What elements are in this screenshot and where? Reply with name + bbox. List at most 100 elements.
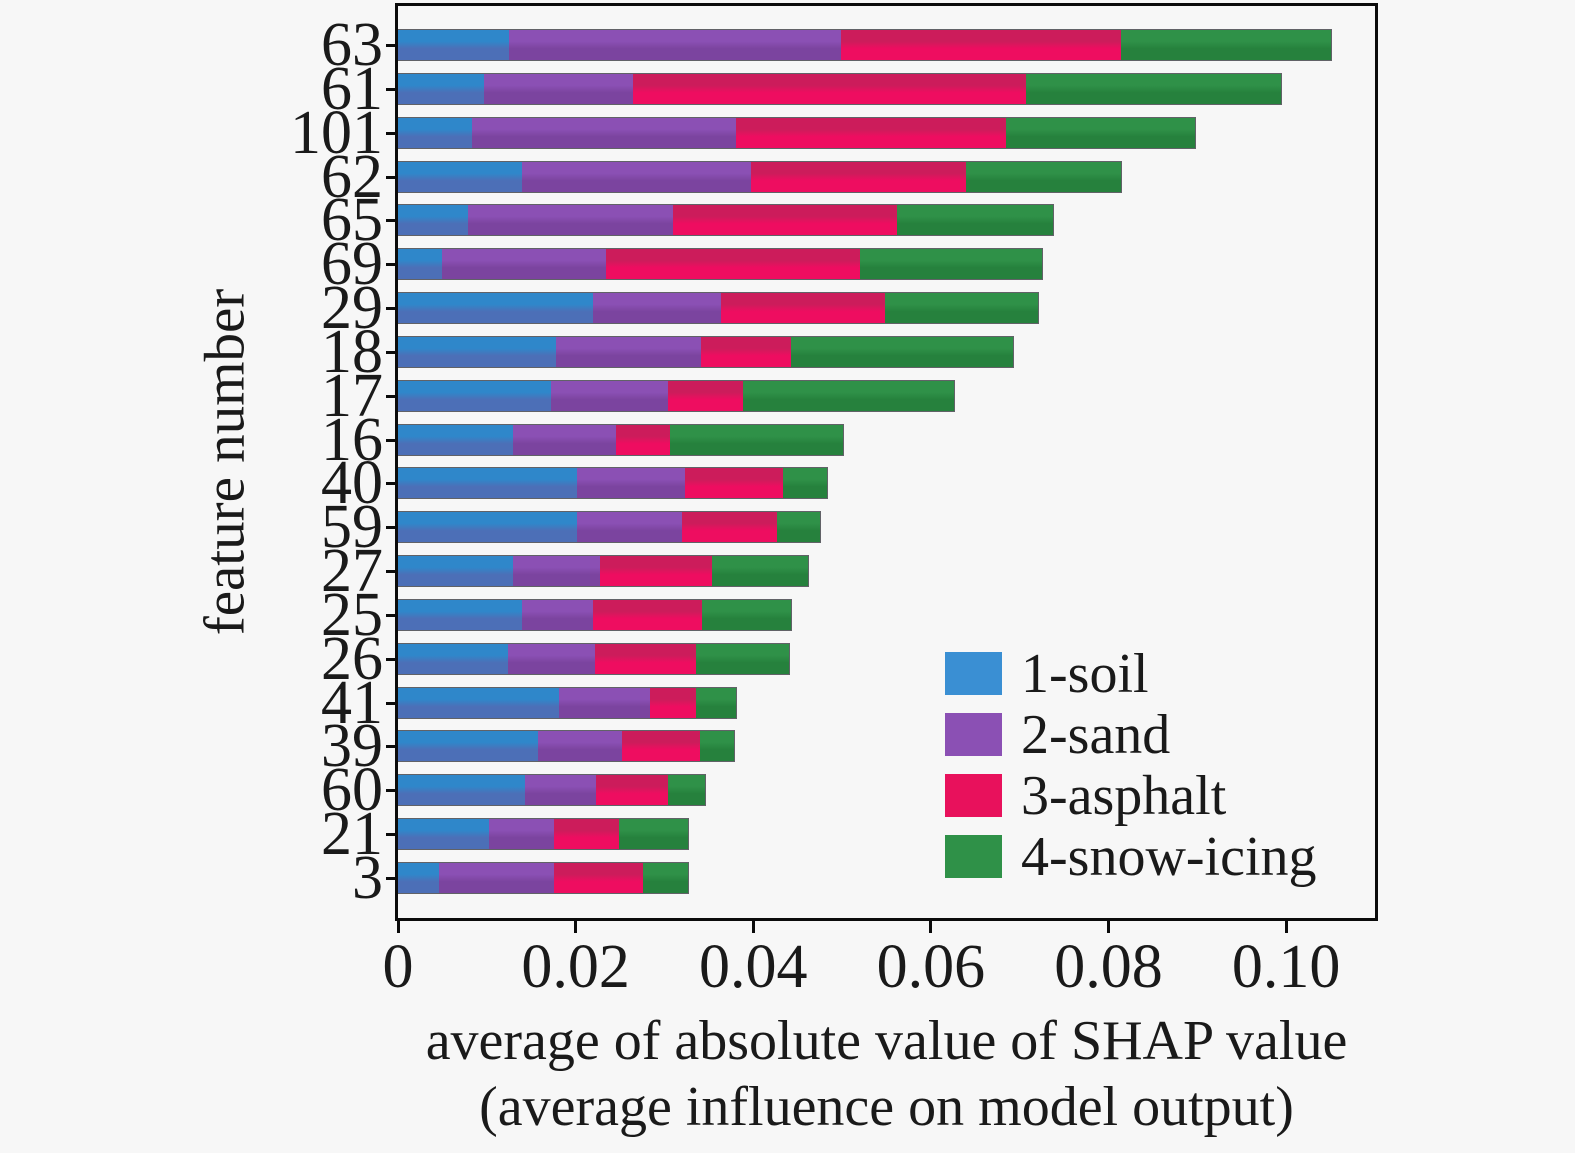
y-tick-mark [386, 307, 395, 311]
bar-segment-4-snow-icing [667, 775, 706, 806]
bar-segment-3-asphalt [605, 249, 860, 280]
bar-segment-2-sand [550, 380, 668, 411]
bar-segment-2-sand [484, 73, 634, 104]
bar-row-17 [398, 379, 955, 412]
bar-segment-2-sand [576, 512, 683, 543]
legend-label: 3-asphalt [1021, 764, 1227, 827]
bar-segment-4-snow-icing [619, 819, 689, 850]
x-tick-mark [396, 919, 400, 933]
y-tick-mark [386, 701, 395, 705]
bar-row-62 [398, 160, 1122, 193]
bar-segment-4-snow-icing [884, 293, 1039, 324]
bar-row-41 [398, 686, 738, 719]
x-tick-label: 0.02 [521, 933, 630, 1001]
bar-segment-4-snow-icing [1006, 117, 1195, 148]
legend-swatch-icon [945, 713, 1002, 756]
y-tick-mark [386, 526, 395, 530]
y-tick-label: 41 [321, 668, 383, 737]
x-tick-mark [574, 919, 578, 933]
y-tick-mark [386, 44, 395, 47]
y-tick-mark [386, 570, 395, 574]
bar-segment-4-snow-icing [701, 599, 791, 630]
y-tick-mark [386, 613, 395, 617]
legend-swatch-icon [945, 835, 1002, 878]
bar-segment-3-asphalt [595, 643, 697, 674]
bar-segment-1-soil [398, 643, 509, 674]
bar-segment-1-soil [398, 775, 525, 806]
x-tick-label: 0.08 [1054, 933, 1163, 1001]
y-tick-label: 17 [321, 361, 383, 430]
bar-segment-4-snow-icing [777, 512, 820, 543]
bar-row-21 [398, 818, 690, 851]
y-tick-label: 3 [352, 843, 383, 912]
bar-segment-1-soil [398, 424, 514, 455]
x-tick-mark [751, 919, 755, 933]
bar-row-39 [398, 730, 735, 763]
plot-area: 1-soil 2-sand 3-asphalt 4-snow-icing [395, 3, 1378, 921]
bar-segment-4-snow-icing [859, 249, 1042, 280]
bar-segment-2-sand [513, 556, 601, 587]
bar-segment-4-snow-icing [643, 862, 689, 893]
bar-segment-3-asphalt [721, 293, 885, 324]
x-tick-label: 0 [382, 933, 414, 1001]
bar-segment-4-snow-icing [897, 205, 1053, 236]
y-tick-label: 18 [321, 317, 383, 386]
x-tick-mark [1107, 919, 1111, 933]
bar-row-3 [398, 861, 690, 894]
bar-segment-1-soil [398, 687, 559, 718]
bar-segment-3-asphalt [592, 599, 702, 630]
bar-segment-2-sand [538, 731, 622, 762]
bar-segment-3-asphalt [684, 468, 784, 499]
bar-row-59 [398, 511, 821, 544]
bar-segment-2-sand [513, 424, 617, 455]
bar-segment-4-snow-icing [742, 380, 954, 411]
y-tick-label: 101 [290, 98, 383, 167]
legend-swatch-icon [945, 774, 1002, 817]
legend-item-4-snow-icing: 4-snow-icing [945, 829, 1317, 885]
bar-segment-4-snow-icing [783, 468, 827, 499]
y-tick-mark [386, 482, 395, 486]
y-tick-mark [386, 219, 395, 223]
x-axis-title-line1: average of absolute value of SHAP value [425, 1010, 1348, 1072]
bar-segment-1-soil [398, 336, 557, 367]
y-tick-mark [386, 438, 395, 442]
bar-segment-2-sand [556, 336, 701, 367]
bar-segment-1-soil [398, 161, 523, 192]
bar-segment-1-soil [398, 293, 593, 324]
bar-segment-4-snow-icing [669, 424, 843, 455]
bar-segment-3-asphalt [554, 819, 620, 850]
bar-segment-3-asphalt [633, 73, 1026, 104]
bar-row-40 [398, 467, 828, 500]
y-tick-label: 21 [321, 800, 383, 869]
bar-segment-3-asphalt [650, 687, 697, 718]
y-tick-label: 65 [321, 186, 383, 255]
bar-segment-2-sand [522, 599, 593, 630]
bar-segment-3-asphalt [673, 205, 898, 236]
y-tick-label: 63 [321, 11, 383, 79]
bar-segment-3-asphalt [751, 161, 966, 192]
y-tick-label: 59 [321, 493, 383, 562]
bar-segment-1-soil [398, 819, 490, 850]
y-tick-label: 26 [321, 624, 383, 693]
bar-segment-2-sand [468, 205, 674, 236]
x-axis-title-line2: (average influence on model output) [479, 1076, 1294, 1138]
bar-row-63 [398, 29, 1333, 61]
legend-label: 2-sand [1021, 703, 1171, 766]
y-tick-label: 39 [321, 712, 383, 781]
bar-segment-3-asphalt [668, 380, 743, 411]
bar-segment-2-sand [509, 30, 842, 60]
bar-row-61 [398, 72, 1282, 105]
bar-segment-1-soil [398, 117, 472, 148]
bar-segment-2-sand [442, 249, 606, 280]
y-tick-mark [386, 263, 395, 267]
bar-segment-4-snow-icing [790, 336, 1013, 367]
bar-segment-3-asphalt [735, 117, 1007, 148]
bar-segment-4-snow-icing [965, 161, 1121, 192]
bar-segment-1-soil [398, 862, 439, 893]
bar-segment-4-snow-icing [699, 731, 734, 762]
bar-segment-3-asphalt [554, 862, 644, 893]
y-tick-mark [386, 745, 395, 749]
y-tick-mark [386, 789, 395, 793]
bar-row-69 [398, 248, 1043, 281]
